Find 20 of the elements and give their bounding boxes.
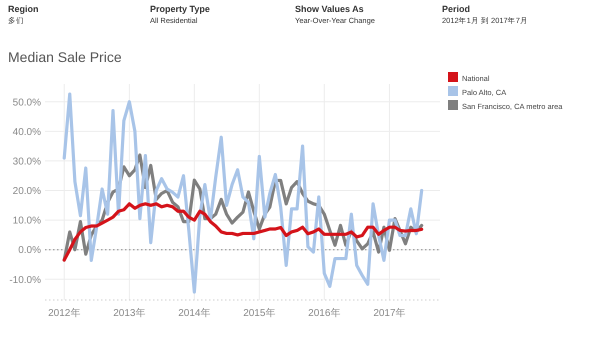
y-tick-label: 40.0% [12, 126, 42, 138]
x-tick-label: 2015年 [243, 307, 276, 319]
text: Property Type [150, 4, 210, 14]
x-tick-label: 2016年 [308, 307, 340, 319]
line-series [62, 92, 424, 294]
line-series [62, 202, 424, 262]
y-tick-label: 10.0% [12, 216, 42, 227]
y-tick-label: 50.0% [12, 97, 42, 108]
y-tick-label: 0.0% [18, 245, 42, 256]
text: Region [8, 4, 38, 14]
x-tick-label: 2012年 [48, 307, 80, 319]
text: Period [442, 4, 470, 14]
y-tick-label: 20.0% [12, 186, 42, 198]
x-tick-label: 2017年 [373, 307, 406, 319]
chart-title: Median Sale Price [8, 49, 122, 65]
text: Show Values As [295, 4, 364, 14]
x-tick-label: 2014年 [178, 307, 210, 319]
y-tick-label: 30.0% [12, 156, 42, 168]
x-tick-label: 2013年 [113, 307, 146, 319]
y-tick-label: -10.0% [9, 274, 42, 286]
